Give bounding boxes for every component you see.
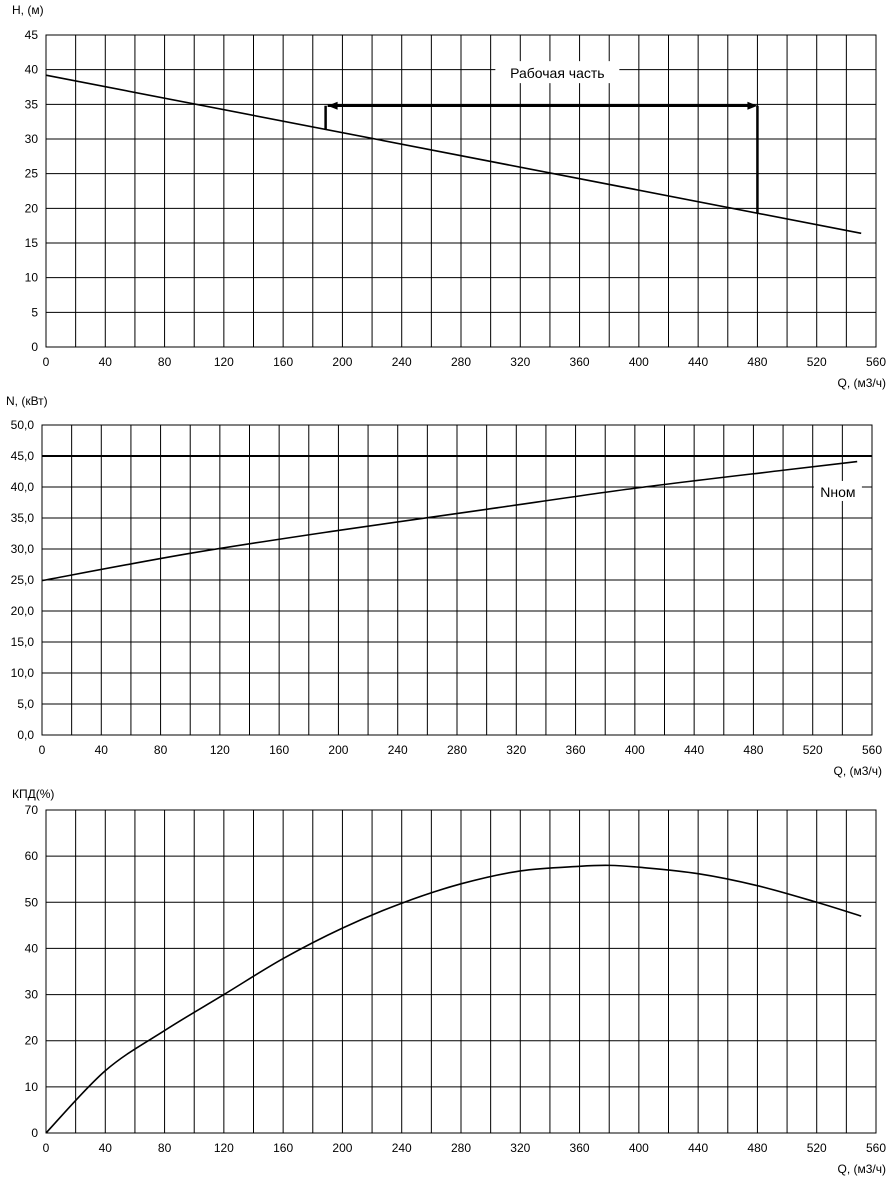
x-tick-label: 520 bbox=[807, 1141, 827, 1155]
x-tick-label: 40 bbox=[99, 1141, 113, 1155]
y-tick-label: 10 bbox=[25, 1080, 39, 1094]
y-tick-label: 15 bbox=[25, 236, 39, 250]
y-tick-label: 5,0 bbox=[17, 697, 34, 711]
x-tick-label: 40 bbox=[95, 743, 109, 757]
x-tick-label: 560 bbox=[866, 1141, 886, 1155]
y-tick-label: 30 bbox=[25, 132, 39, 146]
working-range-label: Рабочая часть bbox=[510, 65, 605, 81]
x-tick-label: 560 bbox=[866, 355, 886, 369]
x-tick-label: 160 bbox=[269, 743, 289, 757]
x-tick-label: 440 bbox=[684, 743, 704, 757]
y-axis-label: КПД(%) bbox=[12, 787, 54, 801]
y-tick-label: 15,0 bbox=[11, 635, 35, 649]
x-tick-label: 360 bbox=[566, 743, 586, 757]
x-tick-label: 560 bbox=[862, 743, 882, 757]
x-tick-label: 480 bbox=[743, 743, 763, 757]
efficiency-chart: 0 40 80 120 160 200 240 280 320 360 400 440 480 520 56… bbox=[12, 787, 886, 1176]
y-tick-label: 40,0 bbox=[11, 480, 35, 494]
y-tick-label: 10 bbox=[25, 271, 39, 285]
y-tick-label: 30,0 bbox=[11, 542, 35, 556]
x-tick-label: 280 bbox=[451, 355, 471, 369]
x-tick-label: 240 bbox=[392, 1141, 412, 1155]
x-axis-label: Q, (м3/ч) bbox=[833, 764, 882, 778]
x-tick-label: 520 bbox=[807, 355, 827, 369]
x-axis-label: Q, (м3/ч) bbox=[837, 376, 886, 390]
x-tick-label: 400 bbox=[629, 1141, 649, 1155]
x-tick-label: 160 bbox=[273, 1141, 293, 1155]
x-tick-label: 80 bbox=[158, 355, 172, 369]
x-tick-label: 360 bbox=[570, 355, 590, 369]
x-tick-label: 320 bbox=[510, 355, 530, 369]
x-tick-label: 120 bbox=[214, 1141, 234, 1155]
x-tick-label: 480 bbox=[747, 355, 767, 369]
y-tick-label: 70 bbox=[25, 803, 39, 817]
x-tick-label: 80 bbox=[158, 1141, 172, 1155]
x-tick-label: 120 bbox=[214, 355, 234, 369]
x-tick-label: 0 bbox=[39, 743, 46, 757]
x-tick-label: 520 bbox=[803, 743, 823, 757]
y-tick-label: 60 bbox=[25, 849, 39, 863]
x-tick-label: 440 bbox=[688, 1141, 708, 1155]
series-line-2 bbox=[45, 864, 862, 1134]
x-tick-label: 400 bbox=[625, 743, 645, 757]
x-tick-label: 320 bbox=[510, 1141, 530, 1155]
y-tick-label: 50,0 bbox=[11, 418, 35, 432]
y-tick-label: 5 bbox=[31, 305, 38, 319]
x-tick-label: 280 bbox=[447, 743, 467, 757]
y-tick-label: 45,0 bbox=[11, 449, 35, 463]
power-chart: 0 40 80 120 160 200 240 280 320 360 400 440 480 520 56… bbox=[6, 394, 882, 778]
x-tick-label: 320 bbox=[506, 743, 526, 757]
x-tick-label: 0 bbox=[43, 355, 50, 369]
y-tick-label: 50 bbox=[25, 895, 39, 909]
y-tick-label: 0,0 bbox=[17, 728, 34, 742]
x-tick-label: 200 bbox=[332, 355, 352, 369]
y-axis-label: H, (м) bbox=[12, 3, 44, 17]
x-tick-label: 240 bbox=[392, 355, 412, 369]
y-tick-label: 0 bbox=[31, 1126, 38, 1140]
y-tick-label: 40 bbox=[25, 63, 39, 77]
y-tick-label: 25 bbox=[25, 167, 39, 181]
y-tick-label: 25,0 bbox=[11, 573, 35, 587]
y-tick-label: 0 bbox=[31, 340, 38, 354]
head-chart: 0 40 80 120 160 200 240 280 320 360 400 440 480 520 56… bbox=[12, 3, 886, 390]
y-tick-label: 10,0 bbox=[11, 666, 35, 680]
x-tick-label: 440 bbox=[688, 355, 708, 369]
annotation-bg bbox=[813, 480, 862, 501]
range-arrow-left-head bbox=[327, 101, 338, 110]
nominal-power-label: Nном bbox=[820, 484, 855, 500]
x-tick-label: 360 bbox=[570, 1141, 590, 1155]
plot-frame bbox=[45, 34, 877, 348]
x-axis-label: Q, (м3/ч) bbox=[837, 1162, 886, 1176]
x-tick-label: 200 bbox=[328, 743, 348, 757]
y-tick-label: 40 bbox=[25, 941, 39, 955]
x-tick-label: 0 bbox=[43, 1141, 50, 1155]
series-line-1 bbox=[41, 460, 858, 582]
x-tick-label: 40 bbox=[99, 355, 113, 369]
range-arrow-right-head bbox=[747, 101, 758, 110]
y-tick-label: 20 bbox=[25, 1034, 39, 1048]
plot-frame bbox=[45, 809, 877, 1134]
x-tick-label: 200 bbox=[332, 1141, 352, 1155]
y-tick-label: 45 bbox=[25, 28, 39, 42]
y-tick-label: 20 bbox=[25, 201, 39, 215]
series-line-0 bbox=[45, 74, 862, 235]
x-tick-label: 80 bbox=[154, 743, 168, 757]
x-tick-label: 400 bbox=[629, 355, 649, 369]
y-tick-label: 30 bbox=[25, 988, 39, 1002]
annotation-bg bbox=[495, 61, 620, 84]
y-tick-label: 20,0 bbox=[11, 604, 35, 618]
y-tick-label: 35 bbox=[25, 97, 39, 111]
x-tick-label: 120 bbox=[210, 743, 230, 757]
x-tick-label: 240 bbox=[388, 743, 408, 757]
y-tick-label: 35,0 bbox=[11, 511, 35, 525]
x-tick-label: 480 bbox=[747, 1141, 767, 1155]
y-axis-label: N, (кВт) bbox=[6, 394, 48, 408]
x-tick-label: 160 bbox=[273, 355, 293, 369]
x-tick-label: 280 bbox=[451, 1141, 471, 1155]
